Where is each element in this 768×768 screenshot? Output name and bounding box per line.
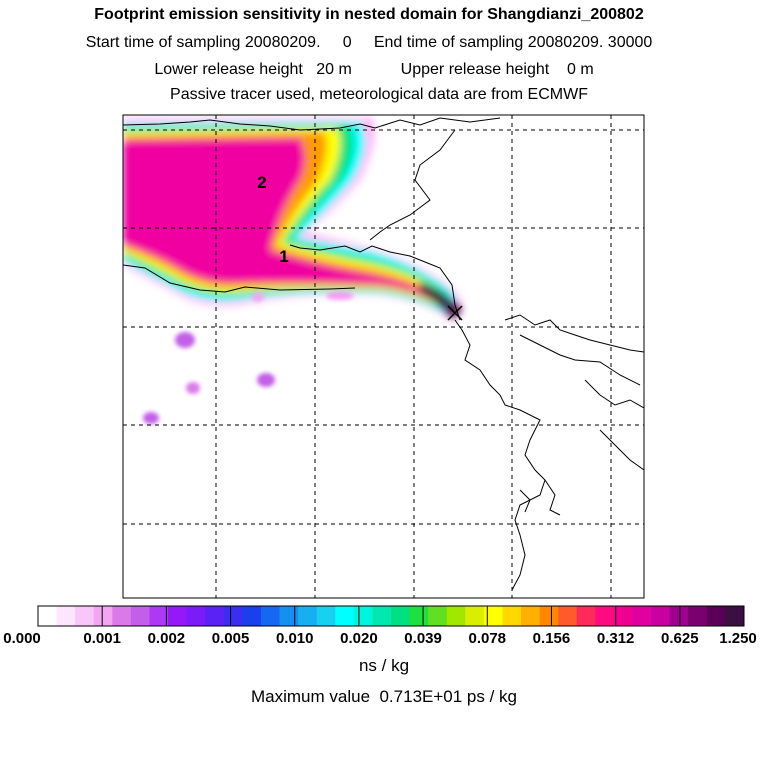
- colorbar-tick-label: 0.156: [532, 630, 571, 647]
- colorbar-cell: [260, 606, 281, 626]
- colorbar-cell: [149, 606, 169, 626]
- colorbar-cell: [539, 606, 559, 626]
- sensitivity-blob: [252, 292, 264, 302]
- maximum-value-note: Maximum value 0.713E+01 ps / kg: [251, 687, 517, 706]
- colorbar-cell: [391, 606, 411, 626]
- colorbar-cell: [56, 606, 76, 626]
- sensitivity-blob: [257, 373, 275, 387]
- release-height-line: Lower release height 20 m Upper release …: [154, 61, 594, 78]
- colorbar-tick-label: 0.001: [83, 630, 121, 647]
- colorbar-cell: [186, 606, 206, 626]
- sampling-time-line: Start time of sampling 20080209. 0 End t…: [85, 34, 653, 51]
- colorbar-cell: [576, 606, 596, 626]
- colorbar-cell: [38, 606, 58, 626]
- colorbar-cell: [316, 606, 336, 626]
- emission-sensitivity-field: 1 2: [123, 115, 644, 598]
- colorbar-cell: [502, 606, 522, 626]
- colorbar-tick-label: 1.250: [719, 630, 757, 647]
- colorbar-cell: [112, 606, 132, 626]
- colorbar-cell: [130, 606, 150, 626]
- colorbar-cell: [75, 606, 95, 626]
- map-title: Footprint emission sensitivity in nested…: [94, 6, 644, 23]
- plume-magenta-core: [123, 138, 444, 306]
- map-frame: [122, 114, 645, 599]
- colorbar-cell: [242, 606, 262, 626]
- colorbar-cell: [446, 606, 466, 626]
- colorbar-cell: [353, 606, 373, 626]
- colorbar-tick-label: 0.005: [211, 630, 250, 647]
- colorbar-tick-label: 0.000: [3, 630, 41, 647]
- colorbar-cell: [428, 606, 448, 626]
- colorbar-tick-label: 0.078: [468, 630, 507, 647]
- colorbar-cell: [335, 606, 355, 626]
- colorbar-tick-label: 0.020: [340, 630, 378, 647]
- colorbar-cell: [595, 606, 615, 626]
- colorbar-cell: [651, 606, 671, 626]
- colorbar-tick-label: 0.625: [661, 630, 699, 647]
- colorbar-cell: [465, 606, 485, 626]
- sensitivity-blob: [143, 412, 159, 424]
- tracer-info-line: Passive tracer used, meteorological data…: [170, 86, 588, 103]
- colorbar-tick-label: 0.002: [147, 630, 186, 647]
- colorbar-cell: [669, 606, 689, 626]
- colorbar-cell: [298, 606, 318, 626]
- colorbar-cell: [93, 606, 113, 626]
- colorbar-cell: [558, 606, 578, 626]
- trajectory-marker-1: 1: [279, 247, 288, 266]
- colorbar-tick-label: 0.312: [596, 630, 635, 647]
- colorbar-cell: [521, 606, 541, 626]
- receptor-marker: [447, 305, 463, 321]
- colorbar-cell: [632, 606, 652, 626]
- colorbar-units: ns / kg: [358, 656, 410, 675]
- colorbar-cell: [483, 606, 503, 626]
- colorbar-tick-label: 0.039: [404, 630, 442, 647]
- coastline: [123, 117, 644, 591]
- sensitivity-blob: [175, 332, 195, 348]
- colorbar-cell: [279, 606, 299, 626]
- colorbar-cell: [205, 606, 225, 626]
- colorbar-cell: [223, 606, 243, 626]
- trajectory-marker-2: 2: [257, 173, 266, 192]
- colorbar-cell: [706, 606, 726, 626]
- colorbar-cell: [725, 606, 745, 626]
- sensitivity-blob: [326, 292, 354, 300]
- colorbar-tick-label: 0.010: [275, 630, 314, 647]
- lat-lon-grid: [123, 115, 644, 598]
- colorbar-cell: [688, 606, 708, 626]
- colorbar: [37, 605, 745, 627]
- sensitivity-blob: [186, 382, 200, 394]
- colorbar-cell: [613, 606, 634, 626]
- colorbar-cell: [409, 606, 429, 626]
- colorbar-cell: [168, 606, 188, 626]
- colorbar-cell: [372, 606, 392, 626]
- colorbar-frame: [37, 605, 745, 627]
